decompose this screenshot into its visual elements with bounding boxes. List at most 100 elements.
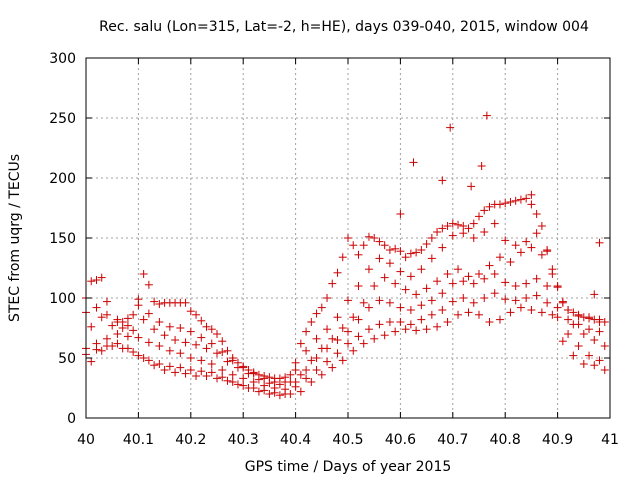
data-point xyxy=(454,220,463,229)
x-axis-label: GPS time / Days of year 2015 xyxy=(245,459,452,475)
data-point xyxy=(286,370,295,379)
data-point xyxy=(87,277,96,286)
data-point xyxy=(87,357,96,366)
data-point xyxy=(443,270,452,278)
data-point xyxy=(155,360,164,368)
data-point xyxy=(307,378,316,386)
data-point xyxy=(323,294,332,302)
data-point xyxy=(118,344,127,353)
data-point xyxy=(139,270,148,278)
data-point xyxy=(123,321,132,330)
x-axis-ticks: 40 40.1 40.2 40.3 40.4 40.5 40.6 40.7 40.8 40.9 41 xyxy=(77,58,619,448)
data-point xyxy=(477,162,486,170)
data-point xyxy=(370,234,379,242)
data-point xyxy=(438,289,447,298)
data-point xyxy=(590,336,599,344)
data-point xyxy=(155,342,164,350)
data-points xyxy=(82,111,609,400)
data-point xyxy=(134,333,143,342)
data-point xyxy=(585,313,594,322)
data-point xyxy=(197,356,206,365)
data-point xyxy=(485,202,494,211)
data-point xyxy=(448,297,457,306)
data-point xyxy=(317,303,326,312)
data-point xyxy=(501,199,510,208)
data-point xyxy=(108,342,117,350)
data-point xyxy=(433,228,442,236)
data-point xyxy=(165,346,174,355)
data-point xyxy=(223,376,232,385)
data-point xyxy=(459,222,468,230)
data-point xyxy=(307,318,316,326)
data-point xyxy=(574,320,583,329)
data-point xyxy=(406,249,415,258)
data-point xyxy=(129,310,138,319)
data-point xyxy=(139,315,148,324)
data-point xyxy=(155,300,164,308)
data-point xyxy=(364,325,373,334)
data-point xyxy=(490,219,499,228)
data-point xyxy=(511,282,520,290)
data-point xyxy=(244,369,253,378)
data-point xyxy=(548,270,557,278)
data-point xyxy=(286,390,295,398)
data-point xyxy=(412,248,421,257)
x-tick-label: 41 xyxy=(601,432,619,448)
data-point xyxy=(469,219,478,228)
data-point xyxy=(532,291,541,300)
data-point xyxy=(186,354,195,362)
data-point xyxy=(380,241,389,250)
data-point xyxy=(391,244,400,253)
data-point xyxy=(485,318,494,326)
data-point xyxy=(129,348,138,356)
data-point xyxy=(459,294,468,302)
y-tick-label: 50 xyxy=(58,351,76,367)
data-point xyxy=(202,322,211,331)
data-point xyxy=(522,294,531,302)
data-point xyxy=(359,298,368,307)
data-point xyxy=(202,344,211,353)
data-point xyxy=(516,195,525,204)
data-point xyxy=(469,279,478,288)
data-point xyxy=(490,289,499,298)
data-point xyxy=(409,158,418,167)
data-point xyxy=(385,259,394,268)
data-point xyxy=(427,234,436,242)
data-point xyxy=(564,306,573,314)
data-point xyxy=(344,339,352,348)
data-point xyxy=(448,231,457,240)
data-point xyxy=(213,349,221,358)
data-point xyxy=(270,388,279,397)
data-point xyxy=(359,339,368,348)
data-point xyxy=(328,279,337,288)
data-point xyxy=(574,342,583,350)
data-point xyxy=(181,338,190,347)
data-point xyxy=(396,210,405,218)
data-point xyxy=(417,315,426,324)
data-point xyxy=(595,327,604,336)
data-point xyxy=(150,297,159,306)
data-point xyxy=(422,325,431,334)
data-point xyxy=(396,303,405,312)
x-tick-label: 40 xyxy=(77,432,95,448)
data-point xyxy=(296,339,305,348)
data-point xyxy=(150,361,159,370)
data-point xyxy=(228,378,237,386)
data-point xyxy=(207,325,216,334)
data-point xyxy=(165,362,174,371)
chart-title: Rec. salu (Lon=315, Lat=-2, h=HE), days … xyxy=(99,19,589,35)
data-point xyxy=(113,318,122,326)
data-point xyxy=(192,310,201,319)
data-point xyxy=(475,212,483,221)
data-point xyxy=(590,290,599,299)
data-point xyxy=(92,276,101,284)
data-point xyxy=(438,243,447,252)
data-point xyxy=(144,280,153,289)
data-point xyxy=(427,296,436,305)
data-point xyxy=(181,298,190,307)
data-point xyxy=(291,358,300,367)
data-point xyxy=(527,200,536,209)
x-tick-label: 40.9 xyxy=(542,432,573,448)
data-point xyxy=(417,265,426,274)
data-point xyxy=(344,327,352,336)
